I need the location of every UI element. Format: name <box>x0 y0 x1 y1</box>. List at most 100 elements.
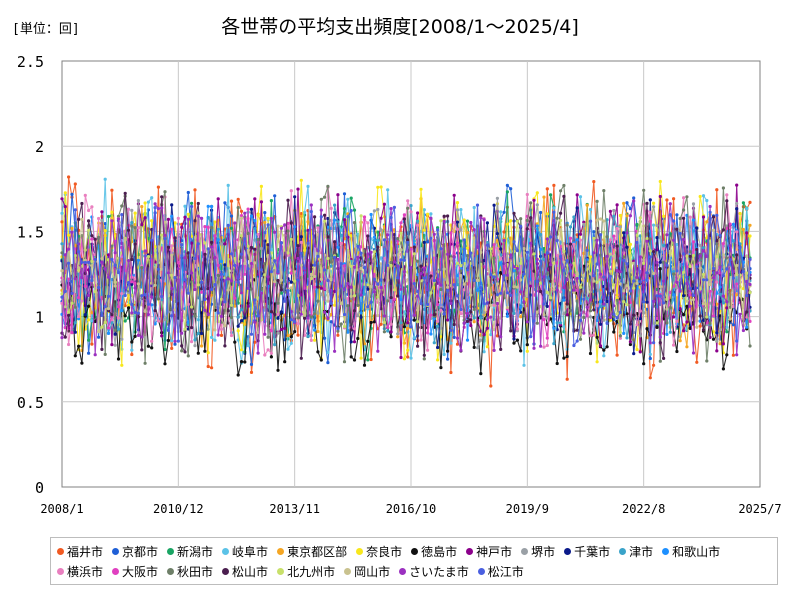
data-point <box>190 204 194 209</box>
data-point <box>296 333 300 337</box>
data-point <box>216 238 220 242</box>
data-point <box>575 271 579 275</box>
data-point <box>233 296 237 300</box>
data-point <box>269 355 273 359</box>
data-point <box>243 316 247 320</box>
y-tick-label: 2.5 <box>17 53 44 71</box>
data-point <box>672 270 676 274</box>
data-point <box>439 308 443 312</box>
data-point <box>542 247 546 251</box>
data-point <box>668 306 672 310</box>
legend-label: 大阪市 <box>122 564 159 579</box>
data-point <box>306 220 310 224</box>
data-point <box>106 331 111 335</box>
data-point <box>329 277 333 281</box>
data-point <box>426 348 430 352</box>
data-point <box>549 296 553 300</box>
data-point <box>552 261 556 265</box>
data-point <box>239 209 244 213</box>
data-point <box>333 289 337 293</box>
data-point <box>146 312 150 317</box>
data-point <box>90 205 94 209</box>
data-point <box>648 198 652 202</box>
data-point <box>356 255 360 259</box>
data-point <box>263 231 267 235</box>
data-point <box>512 285 516 289</box>
data-point <box>632 196 636 200</box>
data-point <box>170 314 174 318</box>
data-point <box>595 360 599 364</box>
data-point <box>675 280 679 284</box>
data-point <box>701 194 706 198</box>
data-point <box>166 217 170 221</box>
data-point <box>562 298 566 302</box>
data-point <box>635 281 639 285</box>
data-point <box>512 269 516 273</box>
data-point <box>93 237 97 241</box>
data-point <box>120 213 124 217</box>
data-point <box>549 235 553 239</box>
data-point <box>246 267 250 271</box>
data-point <box>735 353 739 357</box>
data-point <box>406 240 410 245</box>
data-point <box>462 282 466 286</box>
data-point <box>735 282 739 286</box>
data-point <box>668 290 672 295</box>
data-point <box>236 315 240 319</box>
data-point <box>622 289 626 293</box>
data-point <box>399 355 403 360</box>
data-point <box>701 278 706 282</box>
data-point <box>598 344 603 348</box>
data-point <box>648 255 652 259</box>
data-point <box>436 319 440 323</box>
data-point <box>632 261 636 265</box>
data-point <box>489 273 493 277</box>
data-point <box>133 281 137 285</box>
x-tick-label: 2008/1 <box>40 502 83 516</box>
data-point <box>362 363 367 367</box>
data-point <box>200 280 204 284</box>
data-point <box>133 286 137 290</box>
data-point <box>210 335 214 339</box>
data-point <box>725 256 729 260</box>
data-point <box>196 211 200 215</box>
data-point <box>608 209 613 213</box>
data-point <box>499 261 503 265</box>
data-point <box>226 309 230 313</box>
legend-label: 東京都区部 <box>287 544 348 559</box>
data-point <box>588 255 593 259</box>
data-point <box>160 233 164 237</box>
data-point <box>60 336 64 340</box>
legend-marker-icon <box>167 547 175 555</box>
data-point <box>243 261 247 266</box>
data-point <box>336 327 340 331</box>
data-point <box>578 232 583 236</box>
data-point <box>67 277 71 281</box>
data-point <box>279 327 283 332</box>
data-point <box>379 322 383 326</box>
data-point <box>150 238 154 242</box>
legend-marker-icon <box>521 547 529 555</box>
legend-label: 岐阜市 <box>232 544 269 559</box>
data-point <box>595 218 599 222</box>
data-point <box>645 232 649 237</box>
data-point <box>342 312 347 317</box>
data-point <box>595 304 599 308</box>
data-point <box>515 327 520 331</box>
x-tick-label: 2025/7 <box>738 502 781 516</box>
data-point <box>276 224 280 228</box>
data-point <box>186 354 190 358</box>
data-point <box>203 225 207 229</box>
data-point <box>455 294 460 298</box>
data-point <box>612 283 616 287</box>
data-point <box>529 216 533 220</box>
data-point <box>655 223 659 227</box>
data-point <box>701 246 706 250</box>
data-point <box>83 265 87 269</box>
data-point <box>97 216 101 221</box>
data-point <box>382 202 386 206</box>
data-point <box>349 234 353 238</box>
data-point <box>688 326 692 330</box>
legend-item: 津市 <box>619 541 653 561</box>
data-point <box>539 289 543 294</box>
